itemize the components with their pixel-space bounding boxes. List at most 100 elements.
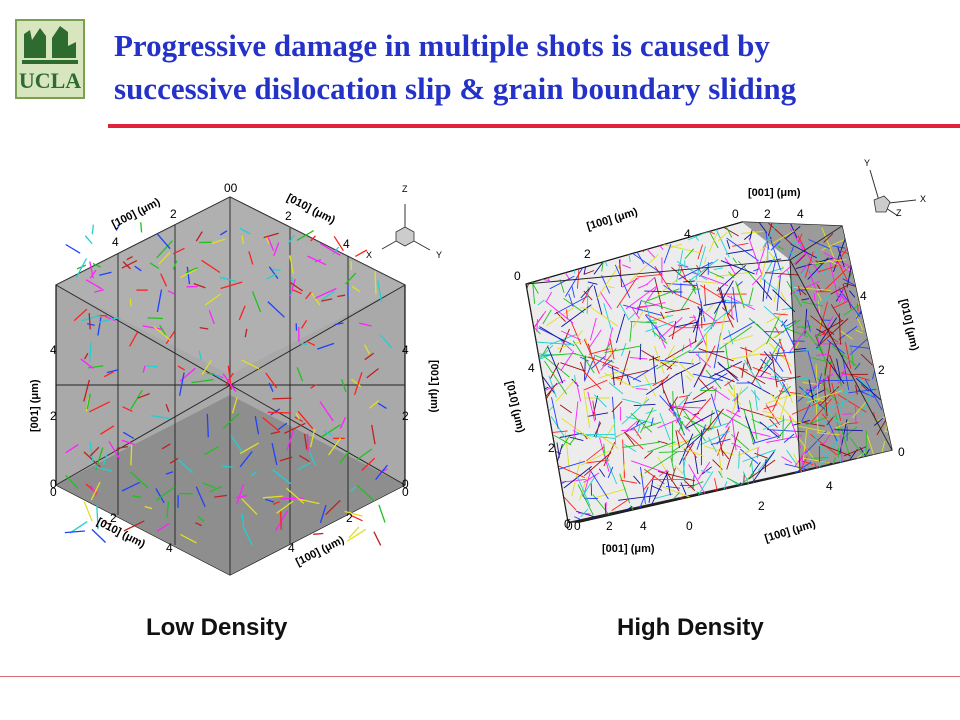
dislocation-segment	[544, 480, 554, 519]
dislocation-segment	[536, 319, 538, 332]
dislocation-segment	[781, 381, 791, 397]
dislocation-segment	[765, 260, 777, 299]
dislocation-segment	[754, 452, 768, 459]
dislocation-segment	[577, 484, 594, 516]
dislocation-segment	[569, 436, 577, 446]
dislocation-segment	[121, 439, 135, 446]
dislocation-segment	[603, 327, 614, 361]
dislocation-segment	[94, 465, 113, 472]
dislocation-segment	[872, 319, 879, 324]
dislocation-segment	[334, 322, 344, 326]
dislocation-segment	[756, 447, 759, 458]
dislocation-segment	[676, 510, 714, 513]
dislocation-segment	[572, 340, 595, 374]
dislocation-segment	[153, 326, 171, 341]
dislocation-segment	[645, 314, 675, 327]
dislocation-segment	[529, 253, 538, 265]
dislocation-segment	[220, 281, 243, 290]
dislocation-segment	[700, 345, 716, 376]
dislocation-segment	[866, 250, 881, 280]
dislocation-segment	[855, 315, 864, 331]
dislocation-segment	[717, 361, 739, 382]
dislocation-segment	[159, 324, 167, 337]
dislocation-segment	[727, 389, 742, 405]
dislocation-segment	[740, 407, 774, 419]
tick-right-0a: 0	[402, 477, 409, 491]
dislocation-segment	[832, 345, 859, 368]
dislocation-segment	[272, 501, 280, 505]
dislocation-segment	[691, 504, 713, 520]
dislocation-segment	[589, 317, 597, 341]
dislocation-segment	[544, 300, 574, 324]
dislocation-segment	[857, 474, 869, 502]
dislocation-segment	[657, 222, 681, 234]
dislocation-segment	[827, 420, 838, 442]
dislocation-segment	[800, 490, 805, 506]
dislocation-segment	[763, 414, 803, 424]
tick-top-left-1: 2	[170, 207, 177, 221]
dislocation-segment	[538, 411, 541, 438]
dislocation-segment	[686, 412, 715, 429]
dislocation-segment	[290, 276, 293, 296]
dislocation-segment	[852, 247, 867, 268]
dislocation-segment	[528, 414, 541, 427]
dislocation-segment	[828, 361, 832, 384]
dislocation-segment	[703, 284, 707, 306]
dislocation-segment	[807, 320, 811, 332]
high-density-box: 0 2 4 0 2 4 4 2 0 4 2 0 0 0 2 4 0 2 4 [0…	[503, 158, 926, 555]
dislocation-segment	[869, 239, 874, 261]
dislocation-segment	[824, 397, 855, 411]
dislocation-segment	[121, 260, 138, 269]
dislocation-segment	[881, 273, 892, 289]
dislocation-segment	[588, 348, 611, 355]
dislocation-segment	[795, 493, 807, 516]
dislocation-segment	[769, 418, 778, 428]
dislocation-segment	[248, 251, 254, 265]
dislocation-segment	[663, 244, 672, 264]
dislocation-segment	[821, 413, 827, 420]
dislocation-segment	[569, 319, 582, 345]
dislocation-segment	[208, 310, 215, 325]
dislocation-segment	[328, 437, 342, 456]
dislocation-segment	[611, 400, 623, 413]
dislocation-segment	[723, 489, 737, 501]
dislocation-segment	[530, 512, 537, 522]
dislocation-segment	[375, 464, 388, 481]
dislocation-segment	[786, 383, 793, 404]
dislocation-segment	[885, 249, 890, 270]
dislocation-segment	[777, 252, 807, 278]
dislocation-segment	[619, 350, 631, 385]
dislocation-segment	[533, 465, 542, 469]
dislocation-segment	[730, 388, 743, 416]
dislocation-segment	[121, 481, 141, 492]
dislocation-segment	[739, 487, 754, 509]
tick-left-0: 0	[564, 517, 571, 531]
dislocation-segment	[625, 432, 644, 450]
dislocation-segment	[306, 433, 309, 452]
dislocation-segment	[732, 386, 749, 402]
dislocation-segment	[808, 379, 815, 403]
dislocation-segment	[710, 411, 722, 431]
dislocation-segment	[134, 265, 142, 272]
dislocation-segment	[670, 467, 676, 482]
dislocation-segment	[356, 448, 373, 461]
dislocation-segment	[607, 466, 614, 479]
dislocation-segment	[674, 293, 702, 306]
dislocation-segment	[726, 491, 729, 512]
dislocation-segment	[669, 406, 687, 411]
dislocation-segment	[289, 255, 294, 275]
dislocation-segment	[821, 239, 845, 251]
dislocation-segment	[625, 285, 657, 310]
dislocation-segment	[740, 448, 759, 464]
dislocation-segment	[697, 377, 709, 390]
dislocation-segment	[857, 303, 881, 306]
dislocation-segment	[137, 392, 150, 399]
dislocation-segment	[590, 306, 619, 327]
dislocation-segment	[559, 279, 565, 294]
dislocation-segment	[603, 303, 612, 329]
dislocation-segment	[687, 513, 712, 519]
tick-left-0a: 0	[50, 477, 57, 491]
dislocation-segment	[533, 473, 553, 481]
dislocation-segment	[621, 398, 641, 404]
dislocation-segment	[89, 446, 100, 457]
